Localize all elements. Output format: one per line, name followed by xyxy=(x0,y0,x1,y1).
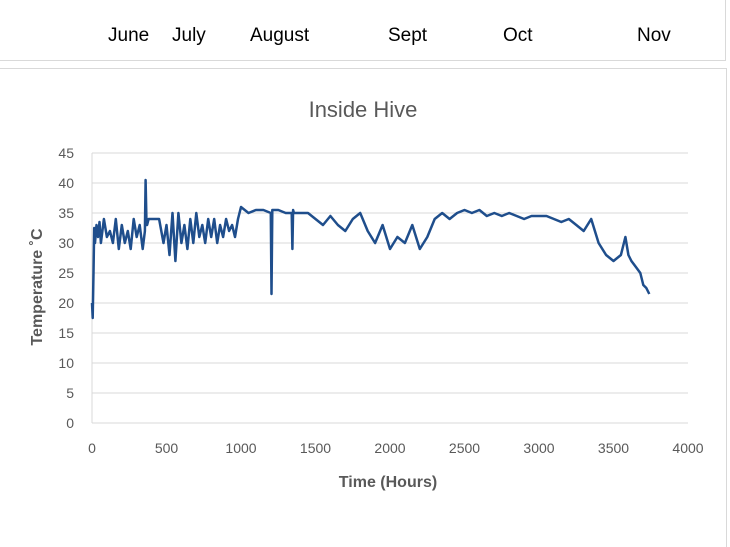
month-label-oct: Oct xyxy=(503,25,533,46)
month-label-july: July xyxy=(172,25,206,46)
y-tick-label: 5 xyxy=(66,385,74,401)
x-tick-label: 3000 xyxy=(523,440,554,456)
month-label-august: August xyxy=(250,25,310,46)
month-label-june: June xyxy=(108,25,150,46)
x-tick-label: 2000 xyxy=(374,440,405,456)
inside-hive-chart: Inside Hive 0 5 10 15 20 25 30 35 40 45 0 500 1000 15… xyxy=(29,97,704,491)
y-tick-label: 15 xyxy=(58,325,74,341)
y-tick-label: 30 xyxy=(58,235,74,251)
y-axis-label: Temperature ˚C xyxy=(29,228,46,346)
x-tick-label: 1000 xyxy=(225,440,256,456)
y-tick-label: 40 xyxy=(58,175,74,191)
x-axis-label: Time (Hours) xyxy=(339,474,437,491)
x-tick-label: 1500 xyxy=(300,440,331,456)
x-tick-label: 3500 xyxy=(598,440,629,456)
temperature-series-line xyxy=(90,178,651,320)
gridlines xyxy=(91,152,688,424)
tick-labels: 0 5 10 15 20 25 30 35 40 45 0 500 1000 1500 2000 2500 30… xyxy=(58,145,703,456)
y-tick-label: 45 xyxy=(58,145,74,161)
y-tick-label: 20 xyxy=(58,295,74,311)
x-tick-label: 500 xyxy=(155,440,179,456)
chart-title: Inside Hive xyxy=(309,97,418,122)
y-tick-label: 10 xyxy=(58,355,74,371)
month-labels-panel: June July August Sept Oct Nov xyxy=(0,0,726,61)
x-tick-label: 4000 xyxy=(672,440,703,456)
month-label-nov: Nov xyxy=(637,25,671,46)
month-label-sept: Sept xyxy=(388,25,428,46)
data-layer xyxy=(90,178,651,320)
y-tick-label: 0 xyxy=(66,415,74,431)
y-tick-label: 35 xyxy=(58,205,74,221)
chart-area: Inside Hive 0 5 10 15 20 25 30 35 40 45 0 500 1000 15… xyxy=(0,68,727,547)
x-tick-label: 2500 xyxy=(449,440,480,456)
x-tick-label: 0 xyxy=(88,440,96,456)
y-tick-label: 25 xyxy=(58,265,74,281)
